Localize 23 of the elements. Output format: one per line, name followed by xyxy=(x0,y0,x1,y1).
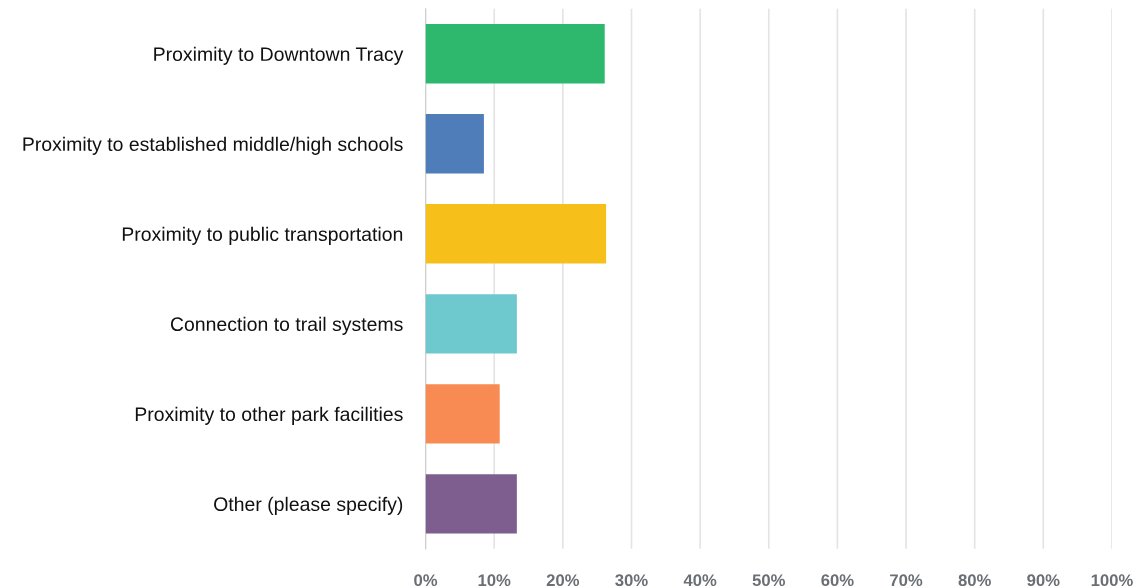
y-tick-label: Proximity to Downtown Tracy xyxy=(154,46,404,65)
y-tick-label: Proximity to other park facilities xyxy=(135,406,403,425)
bar xyxy=(425,294,517,354)
x-tick-label: 20% xyxy=(546,574,580,587)
x-tick-label: 30% xyxy=(615,574,648,587)
x-tick-label: 80% xyxy=(958,574,991,587)
y-tick-label: Proximity to established middle/high schools xyxy=(23,136,403,155)
x-tick-label: 100% xyxy=(1091,574,1133,587)
x-tick-label: 70% xyxy=(890,574,923,587)
bar xyxy=(425,384,500,444)
x-tick-label: 40% xyxy=(683,574,717,587)
y-tick-label: Other (please specify) xyxy=(214,496,403,515)
x-tick-label: 0% xyxy=(414,574,438,587)
bar xyxy=(425,114,484,174)
y-tick-label: Proximity to public transportation xyxy=(122,226,403,245)
bar xyxy=(425,474,517,534)
bar xyxy=(425,24,605,84)
x-tick-label: 60% xyxy=(821,574,854,587)
x-tick-label: 10% xyxy=(478,574,511,587)
x-tick-label: 50% xyxy=(752,574,786,587)
x-tick-label: 90% xyxy=(1027,574,1060,587)
y-tick-label: Connection to trail systems xyxy=(170,316,403,335)
bar xyxy=(425,204,607,264)
